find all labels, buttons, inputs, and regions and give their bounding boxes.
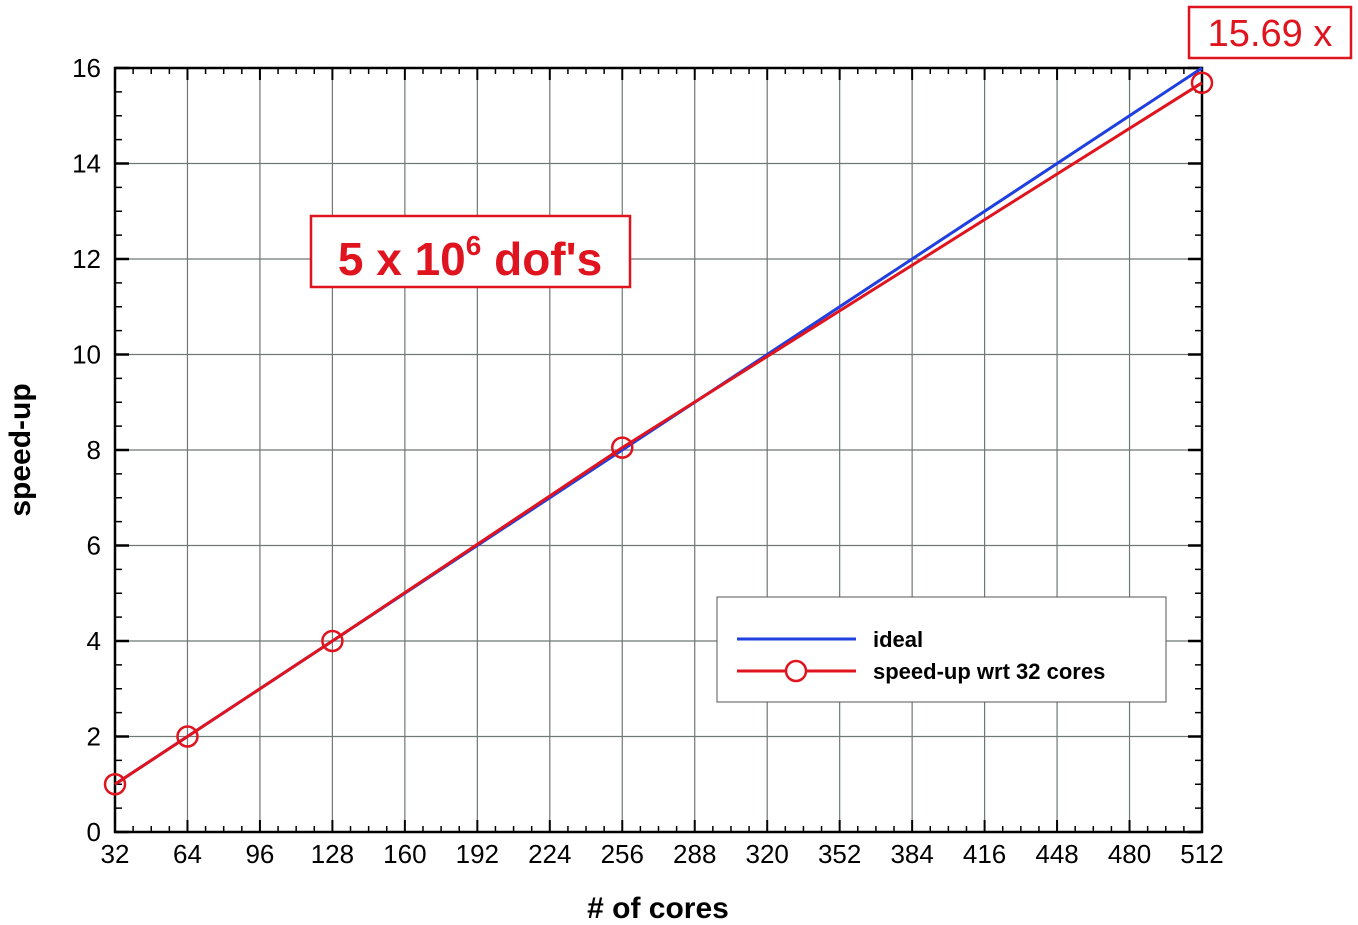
- legend-marker-speedup: [784, 659, 808, 683]
- x-tick-labels: 32 64 96 128 160 192 224 256 288 320 352 384 416 448 4…: [101, 839, 1224, 869]
- x-tick-label: 320: [746, 839, 789, 869]
- x-tick-label: 224: [528, 839, 571, 869]
- data-point: [103, 773, 127, 796]
- final-speedup-annotation: 15.69 x: [1187, 5, 1353, 60]
- x-tick-label: 96: [245, 839, 274, 869]
- x-tick-label: 256: [601, 839, 644, 869]
- x-tick-label: 192: [456, 839, 499, 869]
- dofs-annotation-box: [309, 214, 632, 289]
- final-speedup-box: [1187, 5, 1353, 60]
- x-tick-label: 416: [963, 839, 1006, 869]
- series-line-1: [114, 81, 1203, 786]
- y-tick-labels: 0 2 4 6 8 10 12 14 16: [72, 53, 101, 847]
- data-point: [1190, 71, 1214, 95]
- x-tick-label: 384: [890, 839, 933, 869]
- y-tick-label: 10: [72, 340, 101, 370]
- data-point: [176, 725, 199, 748]
- dofs-annotation: 5 x 106 dof's: [309, 214, 632, 289]
- x-tick-label: 448: [1035, 839, 1078, 869]
- dofs-main-text: 5 x 10: [338, 233, 466, 285]
- x-axis-title: # of cores: [587, 892, 729, 925]
- x-tick-label: 480: [1108, 839, 1151, 869]
- legend-label-speedup: speed-up wrt 32 cores: [873, 659, 1105, 684]
- series-lines: [114, 66, 1203, 786]
- y-tick-label: 6: [87, 531, 101, 561]
- series-markers: [103, 71, 1214, 796]
- legend-box: [716, 596, 1167, 703]
- y-tick-label: 16: [72, 53, 101, 83]
- x-tick-label: 352: [818, 839, 861, 869]
- x-tick-label: 288: [673, 839, 716, 869]
- final-speedup-text: 15.69 x: [1208, 13, 1333, 55]
- y-tick-label: 12: [72, 244, 101, 274]
- y-tick-label: 14: [72, 149, 101, 179]
- x-tick-label: 128: [311, 839, 354, 869]
- y-tick-label: 4: [87, 626, 101, 656]
- x-tick-label: 32: [101, 839, 130, 869]
- dofs-annotation-text: 5 x 106 dof's: [338, 230, 602, 285]
- y-tick-label: 8: [87, 435, 101, 465]
- data-point: [321, 629, 344, 653]
- legend-label-ideal: ideal: [873, 627, 923, 652]
- x-tick-label: 64: [173, 839, 202, 869]
- x-tick-label: 512: [1180, 839, 1223, 869]
- y-tick-label: 2: [87, 722, 101, 752]
- y-axis-title: speed-up: [4, 383, 37, 516]
- data-point: [611, 436, 634, 459]
- y-tick-label: 0: [87, 817, 101, 847]
- legend: ideal speed-up wrt 32 cores: [716, 596, 1167, 703]
- dofs-superscript: 6: [466, 230, 482, 261]
- dofs-tail-text: dof's: [481, 233, 602, 285]
- x-tick-label: 160: [383, 839, 426, 869]
